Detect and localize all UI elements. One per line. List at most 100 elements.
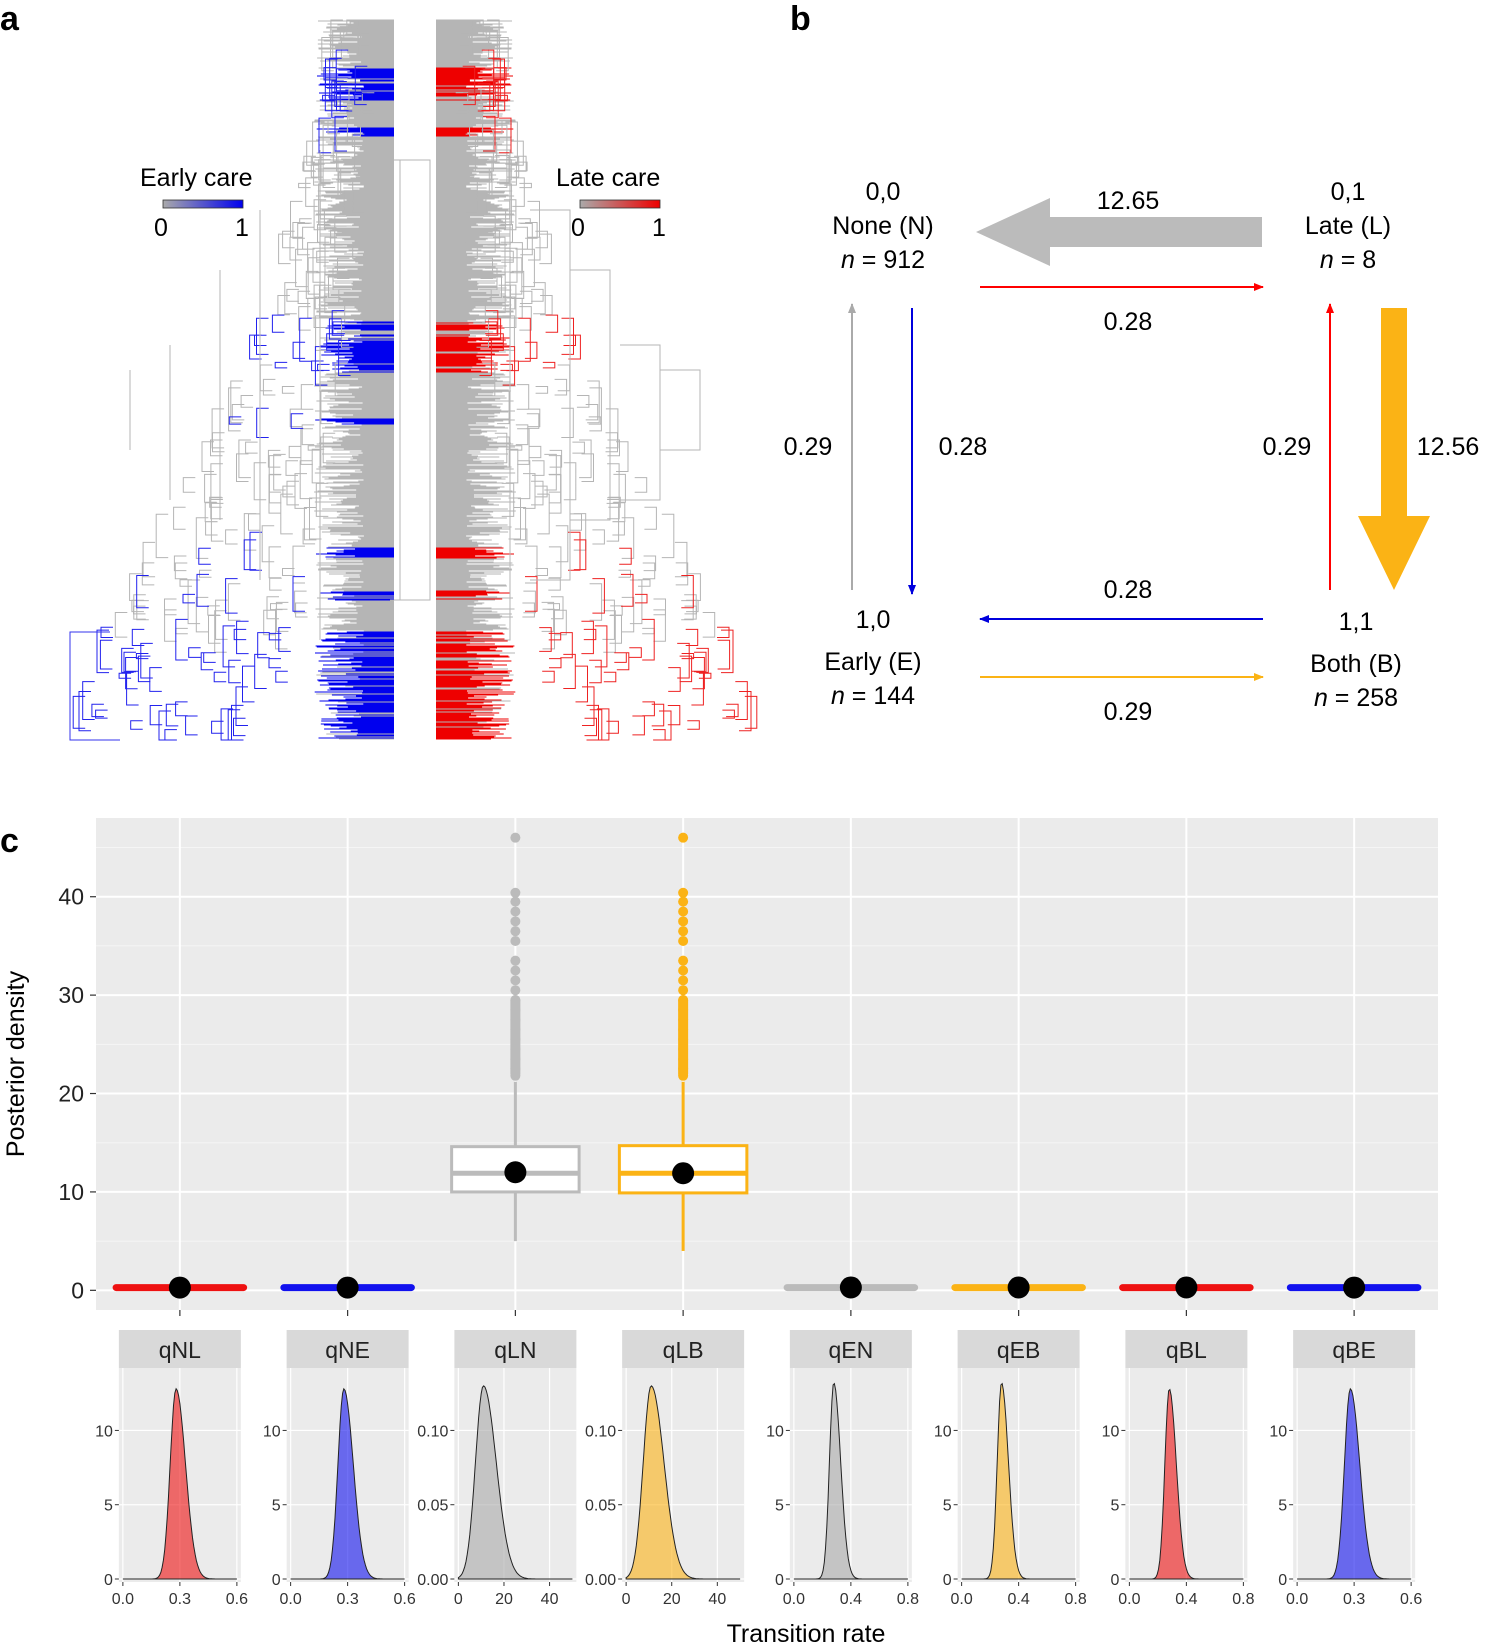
inset-strip: [454, 1330, 577, 1368]
rate-early-to-none: 0.29: [784, 433, 833, 461]
density-curve: [290, 1387, 405, 1580]
density-curve: [1129, 1388, 1244, 1580]
mean-point: [839, 1276, 862, 1299]
state-both-n-label: n: [1314, 684, 1328, 712]
phylogeny-tree: [69, 19, 758, 741]
rate-both-to-late: 0.29: [1263, 433, 1312, 461]
inset-x-tick-label: 0.3: [337, 1591, 359, 1608]
state-transition-diagram: 0,0 None (N) n = 912 0,1 Late (L) n = 8 …: [784, 178, 1480, 726]
mean-point: [504, 1161, 527, 1184]
inset-x-tick-label: 0.0: [1286, 1591, 1308, 1608]
early-care-legend-min: 0: [154, 214, 168, 242]
inset-y-tick-label: 10: [934, 1423, 952, 1440]
inset-y-tick-label: 0: [1110, 1572, 1119, 1589]
state-none: 0,0 None (N) n = 912: [832, 178, 933, 274]
inset-x-tick-label: 0.3: [1343, 1591, 1365, 1608]
y-tick-label: 10: [58, 1179, 84, 1205]
box-qLB: [617, 832, 749, 1251]
rate-none-to-late: 0.28: [1104, 308, 1153, 336]
density-curve: [625, 1385, 741, 1580]
state-late-count: n = 8: [1320, 246, 1376, 274]
inset-strip: [789, 1330, 912, 1368]
inset-x-tick-label: 0.0: [783, 1591, 805, 1608]
outlier-point: [510, 975, 521, 986]
density-curve: [961, 1382, 1076, 1580]
inset-qEB: qEB 0 5 10 0.0 0.4 0.8: [934, 1330, 1087, 1608]
inset-x-tick-label: 20: [663, 1591, 681, 1608]
inset-y-tick-label: 0.05: [585, 1498, 616, 1515]
inset-y-tick-label: 10: [1269, 1423, 1287, 1440]
state-early-name: Early (E): [824, 648, 921, 676]
inset-y-tick-label: 5: [775, 1498, 784, 1515]
outlier-point: [678, 906, 689, 917]
inset-x-tick-label: 0.0: [280, 1591, 302, 1608]
inset-x-tick-label: 40: [541, 1591, 559, 1608]
inset-strip: [1293, 1330, 1416, 1368]
tree-right-branches: [455, 19, 716, 653]
inset-strip: [622, 1330, 745, 1368]
state-both-code: 1,1: [1339, 608, 1374, 636]
box-qLN: [450, 832, 581, 1242]
late-care-colorbar: [579, 199, 661, 209]
outlier-point: [678, 936, 689, 946]
outlier-point: [678, 965, 689, 976]
mean-point: [672, 1162, 695, 1185]
inset-y-tick-label: 0: [104, 1572, 113, 1589]
inset-strip-label: qNL: [159, 1337, 201, 1363]
outlier-band: [510, 995, 521, 1079]
state-early-code: 1,0: [856, 606, 891, 634]
tree-left-backbone: [129, 150, 401, 640]
state-late: 0,1 Late (L) n = 8: [1305, 178, 1391, 274]
inset-qNE: qNE 0 5 10 0.0 0.3 0.6: [263, 1330, 416, 1608]
inset-x-tick-label: 0.8: [1232, 1591, 1254, 1608]
density-curve: [457, 1385, 573, 1580]
y-tick-label: 40: [58, 884, 84, 910]
inset-x-tick-label: 20: [495, 1591, 513, 1608]
early-care-colorbar: [162, 199, 244, 209]
mean-point: [336, 1276, 359, 1299]
inset-strip: [1125, 1330, 1248, 1368]
inset-x-tick-label: 0: [454, 1591, 463, 1608]
inset-strip-label: qEN: [829, 1337, 874, 1363]
box-qEB: [951, 1276, 1086, 1299]
state-none-name: None (N): [832, 212, 933, 240]
panel-label-c: c: [0, 822, 19, 860]
inset-x-tick-label: 0.6: [226, 1591, 248, 1608]
state-none-n-label: n: [841, 246, 855, 274]
late-care-legend: Late care 0 1: [556, 164, 666, 242]
panel-label-a: a: [0, 0, 20, 38]
state-early-n-value: = 144: [852, 682, 915, 710]
arrow-late-to-none: [976, 198, 1262, 266]
rate-early-to-both: 0.29: [1104, 698, 1153, 726]
inset-x-tick-label: 0.4: [840, 1591, 862, 1608]
tree-right-late-tips: [436, 67, 516, 740]
inset-x-tick-label: 0.3: [169, 1591, 191, 1608]
inset-y-tick-label: 5: [272, 1498, 281, 1515]
arrow-late-to-both: [1358, 308, 1430, 590]
outlier-point: [510, 985, 521, 996]
inset-y-tick-label: 0.10: [417, 1423, 448, 1440]
rate-none-to-early: 0.28: [939, 433, 988, 461]
inset-strip-label: qNE: [325, 1337, 370, 1363]
inset-y-tick-label: 5: [1110, 1498, 1119, 1515]
outlier-point: [678, 916, 689, 927]
outlier-point: [510, 906, 521, 917]
tree-left-early-branches: [72, 49, 368, 741]
outlier-point: [678, 896, 689, 907]
outlier-point: [678, 985, 689, 996]
inset-strip-label: qLN: [494, 1337, 536, 1363]
panel-label-b: b: [790, 0, 811, 38]
inset-y-tick-label: 5: [104, 1498, 113, 1515]
inset-y-tick-label: 10: [263, 1423, 281, 1440]
state-none-count: n = 912: [841, 246, 925, 274]
plot-background: [96, 818, 1438, 1310]
inset-qNL: qNL 0 5 10 0.0 0.3 0.6: [95, 1330, 248, 1608]
state-both-count: n = 258: [1314, 684, 1398, 712]
box-qBL: [1119, 1276, 1254, 1299]
inset-qLN: qLN 0.00 0.05 0.10 0 20 40: [417, 1330, 577, 1608]
inset-qBE: qBE 0 5 10 0.0 0.3 0.6: [1269, 1330, 1422, 1608]
box-qBE: [1286, 1276, 1422, 1299]
inset-strip: [957, 1330, 1080, 1368]
box-qNE: [280, 1276, 415, 1299]
